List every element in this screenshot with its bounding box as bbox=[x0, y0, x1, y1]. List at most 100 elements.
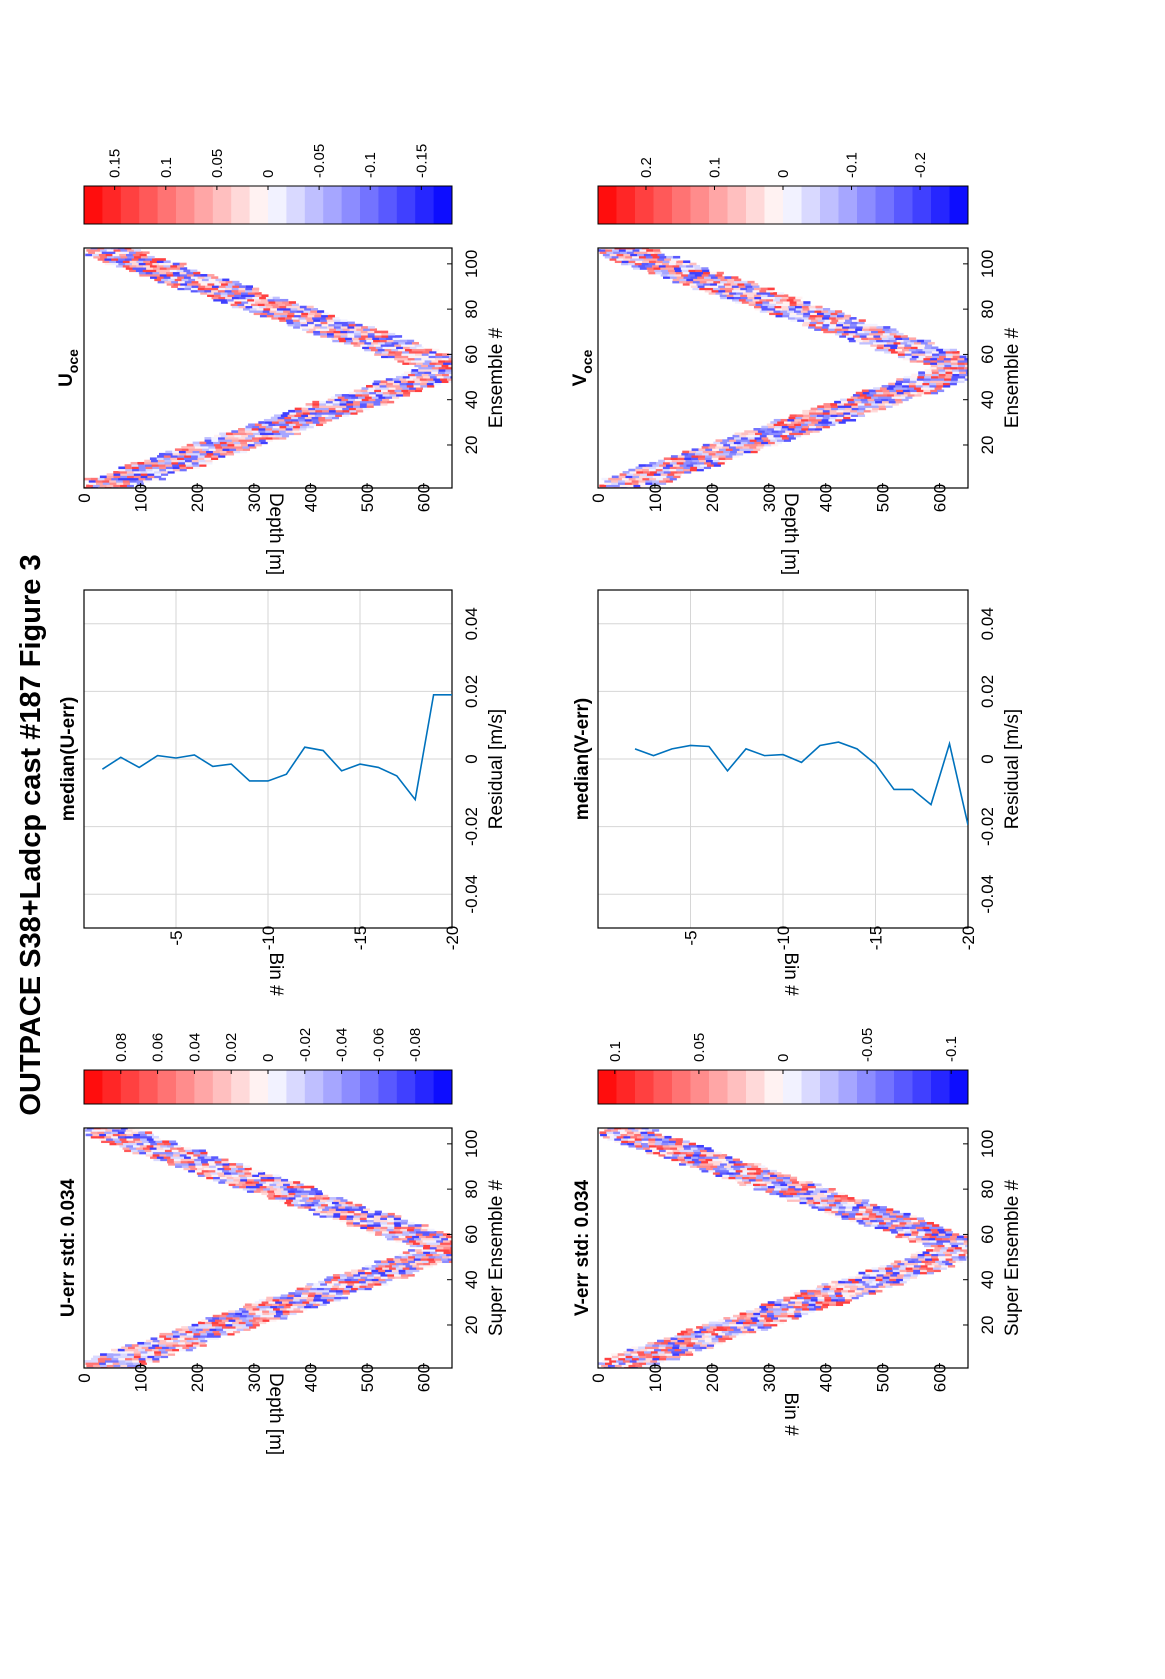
heatmap-cell bbox=[963, 1242, 968, 1245]
heatmap-cell bbox=[965, 369, 968, 372]
heatmap-cell bbox=[313, 332, 321, 336]
heatmap-cell bbox=[428, 353, 436, 356]
heatmap-cell bbox=[841, 1289, 849, 1293]
heatmap-cell bbox=[831, 1296, 839, 1300]
heatmap-cell bbox=[795, 425, 803, 429]
heatmap-cell bbox=[205, 459, 213, 463]
heatmap-cell bbox=[801, 305, 809, 309]
heatmap-cell bbox=[652, 1357, 660, 1361]
colorbar-tick-label: -0.02 bbox=[297, 1028, 314, 1062]
heatmap-cell bbox=[645, 1344, 653, 1347]
heatmap-cell bbox=[378, 396, 386, 399]
heatmap-cell bbox=[331, 337, 339, 340]
heatmap-cell bbox=[674, 473, 682, 476]
heatmap-cell bbox=[850, 403, 858, 406]
colorbar-swatch bbox=[894, 1070, 913, 1104]
heatmap-cell bbox=[384, 348, 392, 352]
heatmap-cell bbox=[631, 480, 639, 483]
heatmap-cell bbox=[634, 1142, 642, 1146]
heatmap-cell bbox=[91, 1129, 99, 1132]
heatmap-cell bbox=[418, 366, 426, 370]
heatmap-cell bbox=[828, 317, 837, 320]
heatmap-cell bbox=[797, 421, 805, 424]
heatmap-cell bbox=[692, 1154, 700, 1157]
heatmap-cell bbox=[685, 280, 694, 284]
heatmap-cell bbox=[354, 332, 362, 336]
heatmap-cell bbox=[863, 1219, 871, 1223]
heatmap-cell bbox=[842, 326, 850, 329]
heatmap-cell bbox=[628, 468, 636, 472]
heatmap-cell bbox=[821, 1199, 829, 1202]
heatmap-cell bbox=[915, 348, 923, 352]
heatmap-cell bbox=[86, 1364, 94, 1368]
heatmap-cell bbox=[831, 1208, 839, 1211]
heatmap-cell bbox=[689, 468, 698, 472]
heatmap-cell bbox=[665, 1346, 673, 1350]
heatmap-cell bbox=[306, 1298, 314, 1302]
heatmap-cell bbox=[817, 1192, 825, 1196]
heatmap-cell bbox=[428, 357, 436, 361]
heatmap-cell bbox=[692, 1328, 700, 1331]
heatmap-cell bbox=[358, 1280, 367, 1284]
heatmap-cell bbox=[346, 1221, 354, 1225]
heatmap-cell bbox=[851, 414, 859, 417]
heatmap-cell bbox=[414, 353, 423, 356]
heatmap-cell bbox=[367, 1215, 375, 1218]
heatmap-cell bbox=[821, 418, 829, 422]
heatmap-cell bbox=[198, 1321, 206, 1325]
heatmap-cell bbox=[208, 1319, 216, 1322]
heatmap-cell bbox=[659, 1151, 668, 1155]
heatmap-cell bbox=[280, 314, 288, 318]
heatmap-cell bbox=[752, 285, 760, 288]
heatmap-cell bbox=[381, 1283, 389, 1286]
heatmap-cell bbox=[757, 1326, 765, 1329]
heatmap-cell bbox=[158, 452, 167, 456]
heatmap-cell bbox=[706, 287, 714, 291]
heatmap-cell bbox=[925, 1231, 933, 1234]
heatmap-cell bbox=[344, 1271, 352, 1275]
heatmap-cell bbox=[173, 1339, 181, 1343]
ensemble-tick-label: 40 bbox=[978, 390, 997, 409]
heatmap-cell bbox=[117, 248, 125, 250]
heatmap-cell bbox=[221, 1158, 229, 1162]
heatmap-cell bbox=[105, 1129, 113, 1132]
colorbar-swatch bbox=[690, 186, 710, 224]
heatmap-cell bbox=[179, 1335, 187, 1338]
heatmap-cell bbox=[171, 459, 179, 463]
heatmap-cell bbox=[835, 317, 843, 320]
heatmap-cell bbox=[885, 1285, 893, 1288]
heatmap-cell bbox=[661, 1142, 669, 1146]
heatmap-cell bbox=[959, 371, 967, 374]
heatmap-cell bbox=[402, 1233, 410, 1236]
depth-axis-label: Depth [m] bbox=[265, 1373, 286, 1455]
heatmap-cell bbox=[604, 480, 612, 483]
heatmap-cell bbox=[192, 452, 201, 456]
heatmap-cell bbox=[221, 1160, 229, 1164]
heatmap-cell bbox=[640, 484, 648, 488]
heatmap-cell bbox=[164, 1337, 172, 1340]
ensemble-tick-label: 60 bbox=[462, 345, 481, 364]
heatmap-cell bbox=[677, 1332, 685, 1336]
heatmap-cell bbox=[675, 1138, 683, 1141]
heatmap-cell bbox=[380, 380, 388, 384]
heatmap-cell bbox=[355, 407, 363, 411]
heatmap-cell bbox=[621, 1138, 629, 1141]
heatmap-cell bbox=[931, 1262, 939, 1266]
heatmap-cell bbox=[780, 1183, 788, 1187]
heatmap-cell bbox=[668, 1138, 677, 1141]
heatmap-cell bbox=[254, 1301, 262, 1304]
heatmap-cell bbox=[154, 473, 162, 476]
heatmap-cell bbox=[274, 1178, 282, 1182]
colorbar-swatch bbox=[801, 186, 821, 224]
heatmap-cell bbox=[879, 1269, 887, 1273]
heatmap-cell bbox=[159, 468, 167, 472]
heatmap-cell bbox=[340, 1210, 348, 1214]
heatmap-cell bbox=[225, 1174, 233, 1177]
heatmap-cell bbox=[617, 480, 626, 483]
heatmap-cell bbox=[765, 1190, 773, 1193]
heatmap-cell bbox=[231, 439, 239, 442]
heatmap-cell bbox=[402, 387, 410, 390]
heatmap-cell bbox=[208, 448, 216, 451]
heatmap-cell bbox=[166, 271, 174, 275]
heatmap-cell bbox=[776, 1298, 784, 1302]
